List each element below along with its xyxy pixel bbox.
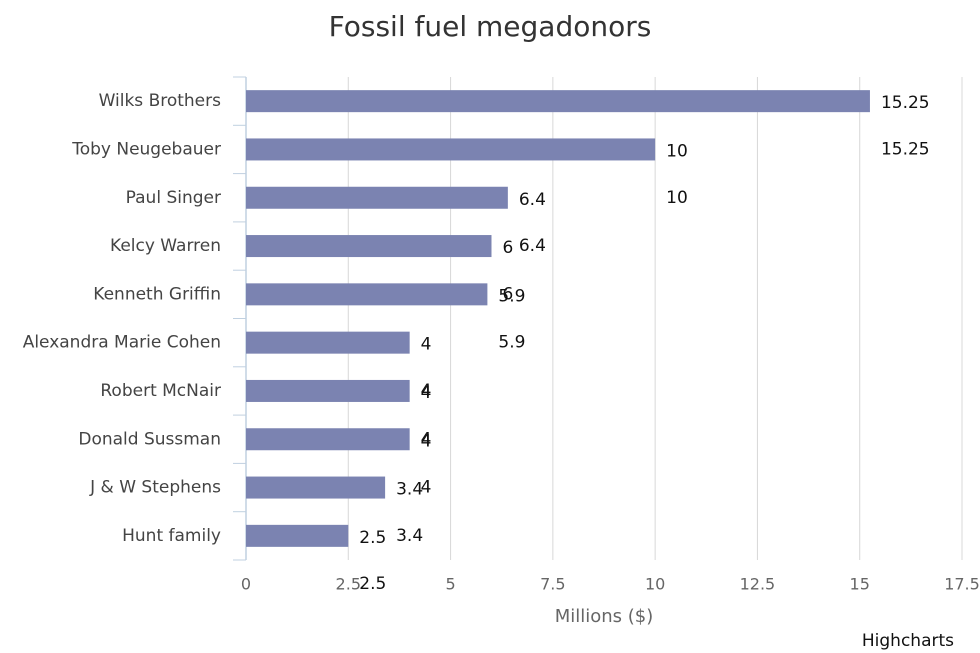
x-tick-label: 5 bbox=[445, 575, 455, 594]
data-label: 10 bbox=[666, 141, 688, 161]
y-tick-label: Toby Neugebauer bbox=[71, 139, 221, 159]
data-label-duplicate: 3.4 bbox=[396, 526, 423, 546]
data-label-duplicate: 6.4 bbox=[519, 236, 546, 256]
bar bbox=[246, 331, 410, 354]
x-tick-label: 0 bbox=[241, 575, 251, 594]
y-tick-label: Alexandra Marie Cohen bbox=[23, 333, 221, 353]
bar bbox=[246, 186, 508, 209]
x-tick-label: 12.5 bbox=[740, 575, 776, 594]
bar bbox=[246, 524, 349, 547]
bar bbox=[246, 138, 656, 161]
y-tick-label: J & W Stephens bbox=[89, 478, 221, 498]
y-tick-label: Kelcy Warren bbox=[110, 236, 221, 256]
data-label: 6.4 bbox=[519, 190, 546, 210]
data-label: 3.4 bbox=[396, 480, 423, 500]
data-label: 5.9 bbox=[498, 286, 525, 306]
y-tick-label: Robert McNair bbox=[100, 381, 221, 401]
y-tick-label: Wilks Brothers bbox=[99, 91, 222, 111]
x-tick-label: 10 bbox=[645, 575, 665, 594]
bar bbox=[246, 379, 410, 402]
x-tick-label: 15 bbox=[850, 575, 870, 594]
data-label: 15.25 bbox=[881, 93, 930, 113]
bar bbox=[246, 90, 870, 113]
x-tick-label: 17.5 bbox=[944, 575, 980, 594]
y-tick-label: Paul Singer bbox=[126, 188, 221, 208]
data-label: 4 bbox=[421, 383, 432, 403]
x-tick-label: 7.5 bbox=[540, 575, 565, 594]
data-label: 4 bbox=[421, 431, 432, 451]
y-tick-label: Hunt family bbox=[122, 526, 221, 546]
data-label: 6 bbox=[502, 238, 513, 258]
data-label-duplicate: 4 bbox=[421, 478, 432, 498]
bar bbox=[246, 235, 492, 258]
x-tick-label: 2.5 bbox=[336, 575, 361, 594]
data-label: 2.5 bbox=[359, 528, 386, 548]
y-tick-label: Kenneth Griffin bbox=[93, 284, 221, 304]
y-tick-label: Donald Sussman bbox=[78, 429, 221, 449]
data-label-duplicate: 4 bbox=[421, 429, 432, 449]
x-axis-title: Millions ($) bbox=[555, 606, 654, 627]
credits: Highcharts bbox=[862, 631, 954, 651]
data-label-duplicate: 10 bbox=[666, 188, 688, 208]
data-label-duplicate: 5.9 bbox=[498, 333, 525, 353]
data-label-duplicate: 6 bbox=[502, 284, 513, 304]
bar bbox=[246, 283, 488, 306]
bar bbox=[246, 428, 410, 451]
data-label-duplicate: 4 bbox=[421, 381, 432, 401]
chart-title: Fossil fuel megadonors bbox=[329, 10, 652, 43]
data-label-duplicate: 2.5 bbox=[359, 574, 386, 594]
data-label-duplicate: 15.25 bbox=[881, 139, 930, 159]
data-label: 4 bbox=[421, 335, 432, 355]
bar bbox=[246, 476, 386, 499]
